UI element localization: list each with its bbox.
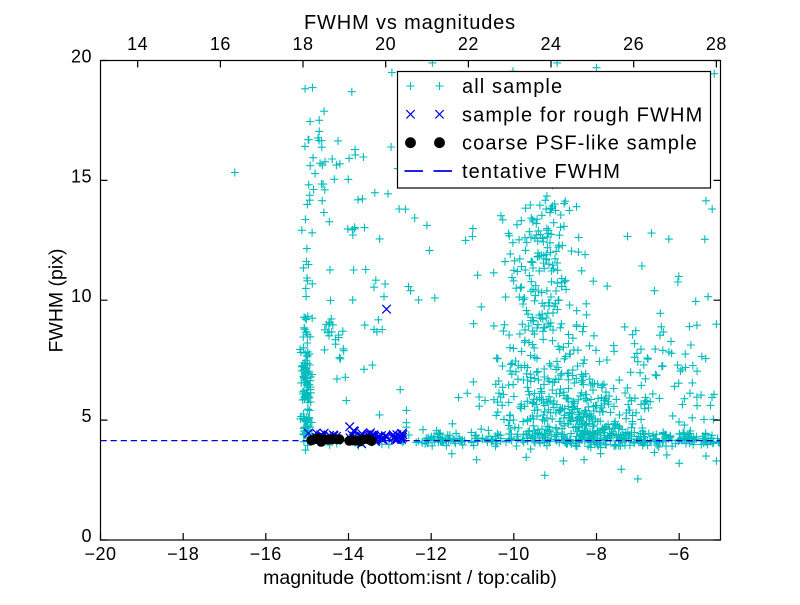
svg-text:15: 15: [71, 166, 92, 186]
svg-text:5: 5: [81, 406, 92, 426]
svg-text:−10: −10: [498, 544, 530, 564]
svg-text:−16: −16: [250, 544, 282, 564]
svg-text:−20: −20: [84, 544, 116, 564]
svg-text:tentative FWHM: tentative FWHM: [462, 161, 621, 183]
svg-text:10: 10: [71, 286, 92, 306]
svg-text:26: 26: [623, 34, 644, 54]
svg-text:magnitude (bottom:isnt / top:c: magnitude (bottom:isnt / top:calib): [263, 567, 557, 589]
svg-text:−8: −8: [586, 544, 608, 564]
svg-text:18: 18: [292, 34, 313, 54]
svg-text:−18: −18: [167, 544, 199, 564]
svg-text:16: 16: [210, 34, 231, 54]
svg-text:sample for rough FWHM: sample for rough FWHM: [462, 104, 703, 126]
svg-text:−12: −12: [415, 544, 447, 564]
svg-text:20: 20: [71, 47, 92, 67]
svg-text:FWHM vs magnitudes: FWHM vs magnitudes: [304, 12, 516, 34]
svg-text:FWHM (pix): FWHM (pix): [46, 249, 68, 353]
svg-text:22: 22: [458, 34, 479, 54]
svg-text:24: 24: [540, 34, 561, 54]
svg-text:coarse PSF-like sample: coarse PSF-like sample: [462, 133, 698, 155]
svg-text:0: 0: [81, 526, 92, 546]
svg-text:14: 14: [127, 34, 148, 54]
svg-text:28: 28: [706, 34, 727, 54]
svg-text:all sample: all sample: [462, 76, 563, 98]
svg-text:−6: −6: [668, 544, 690, 564]
svg-text:−14: −14: [332, 544, 364, 564]
svg-text:20: 20: [375, 34, 396, 54]
